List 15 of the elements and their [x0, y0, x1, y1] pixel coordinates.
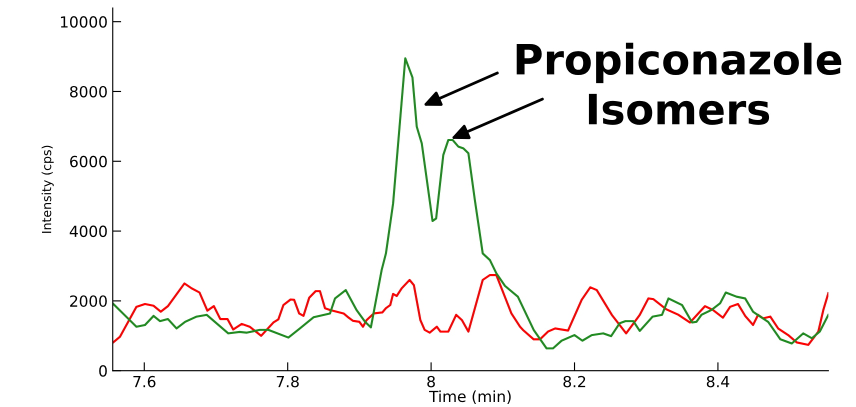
y-tick-label: 6000 [70, 156, 107, 168]
x-tick-label: 8 [427, 376, 435, 388]
line-series [112, 274, 828, 346]
x-tick-label: 8.2 [563, 376, 586, 388]
annotation: Propiconazole Isomers [516, 42, 842, 125]
x-tick-label: 7.6 [133, 376, 156, 388]
y-tick-label: 10000 [60, 16, 107, 28]
y-axis-title: Intensity (cps) [42, 146, 54, 233]
y-tick-label: 8000 [70, 86, 107, 98]
x-tick-label: 7.8 [276, 376, 299, 388]
y-tick-label: 2000 [70, 295, 107, 307]
x-tick-label: 8.4 [706, 376, 730, 388]
y-tick-label: 0 [99, 365, 107, 377]
x-axis-title: Time (min) [429, 390, 511, 404]
y-tick-label: 4000 [70, 226, 107, 238]
